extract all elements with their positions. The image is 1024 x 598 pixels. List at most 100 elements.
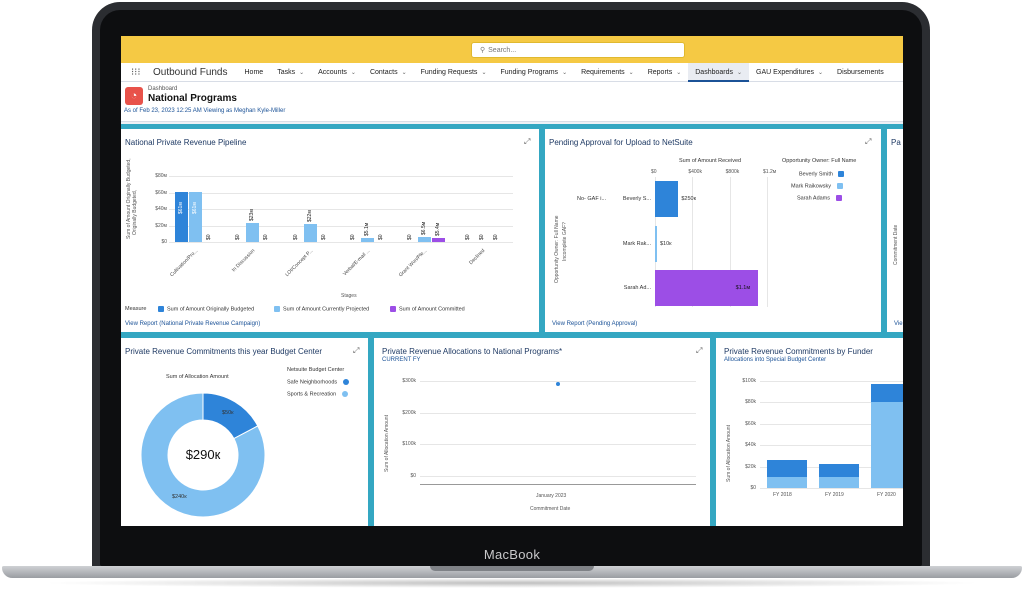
bar [871, 402, 903, 488]
y-tick-label: $80м [155, 173, 167, 179]
y-tick-label: $100k [402, 441, 416, 448]
y-axis-label-line2: Originally Budgeted, [132, 189, 138, 235]
legend-swatch [274, 306, 280, 312]
legend-swatch [838, 171, 845, 177]
pipeline-panel: National Private Revenue Pipeline ⤢ Sum … [121, 129, 539, 332]
data-point[interactable] [556, 382, 560, 387]
chevron-down-icon[interactable]: ⌄ [562, 69, 568, 76]
bar [819, 464, 859, 478]
legend-swatch [341, 391, 348, 397]
data-label: $0 [350, 234, 356, 240]
x-axis-label: Commitment Date [530, 506, 571, 512]
y-tick-label: $60k [745, 420, 756, 427]
nav-item-label: GAU Expenditures [756, 68, 815, 76]
expand-icon[interactable]: ⤢ [524, 137, 531, 146]
gridline [169, 176, 513, 177]
gridline [169, 225, 513, 227]
gridline [420, 444, 696, 446]
gridline [692, 177, 694, 307]
x-axis-line [420, 484, 696, 485]
nav-item-dashboards[interactable]: Dashboards ⌄ [688, 62, 750, 82]
bar [246, 223, 260, 242]
chart-title: Sum of Allocation Amount [166, 374, 229, 380]
nav-item-reports[interactable]: Reports ⌄ [641, 63, 689, 82]
x-tick-label: FY 2019 [825, 492, 844, 498]
nav-item-home[interactable]: Home [238, 63, 271, 82]
y-tick-label: $40k [745, 442, 756, 449]
gridline [420, 476, 696, 477]
data-label: $6.5м [421, 221, 428, 235]
data-label: $5.1м [364, 222, 370, 236]
nav-item-funding-requests[interactable]: Funding Requests ⌄ [414, 63, 494, 82]
legend-item-sarah: Sarah Adams [797, 195, 869, 201]
gridline [760, 381, 903, 382]
nav-item-accounts[interactable]: Accounts ⌄ [311, 63, 363, 82]
chevron-down-icon[interactable]: ⌄ [401, 69, 407, 76]
expand-icon[interactable]: ⤢ [696, 346, 703, 355]
x-tick-label: Declined [467, 248, 486, 267]
legend-label: Sarah Adams [797, 195, 831, 202]
nav-item-requirements[interactable]: Requirements ⌄ [574, 63, 641, 82]
panel-title: Private Revenue Commitments this year Bu… [125, 347, 322, 356]
donut-slice[interactable] [140, 392, 266, 518]
y-tick-label: $0 [410, 473, 416, 479]
chevron-down-icon[interactable]: ⌄ [481, 69, 487, 76]
y-tick-label: $20k [745, 463, 756, 470]
data-label: $0 [378, 234, 384, 240]
data-label: $0 [206, 234, 212, 240]
app-launcher-icon[interactable]: ⁝⁝⁝ [131, 66, 141, 78]
legend-label: Sports & Recreation [287, 391, 337, 398]
panel-title: Private Revenue Allocations to National … [382, 347, 563, 356]
x-axis-label: Stages [341, 293, 357, 299]
chevron-down-icon[interactable]: ⌄ [737, 69, 743, 76]
bar [819, 477, 859, 488]
data-label: $0 [464, 234, 471, 240]
expand-icon[interactable]: ⤢ [353, 346, 360, 355]
panel-title: National Private Revenue Pipeline [125, 138, 247, 147]
y-tick-label: $80k [745, 399, 756, 406]
chevron-down-icon[interactable]: ⌄ [676, 69, 682, 76]
legend-label: Sum of Amount Committed [399, 306, 465, 313]
row-label: Mark Rak... [622, 241, 651, 247]
chevron-down-icon[interactable]: ⌄ [350, 69, 356, 76]
y-tick-label: $0 [750, 485, 756, 491]
nav-item-contacts[interactable]: Contacts ⌄ [363, 63, 414, 82]
view-report-link[interactable]: Vie [894, 321, 903, 327]
y-axis-label: Sum of Allocation Amount [726, 425, 732, 482]
search-icon: ⚲ [480, 47, 486, 54]
bar [655, 270, 758, 306]
data-label: $0 [292, 234, 299, 240]
view-report-link[interactable]: View Report (Pending Approval) [552, 321, 638, 327]
legend-label: Beverly Smith [799, 171, 833, 178]
x-tick-label: January 2023 [536, 493, 567, 499]
y-axis-label-2: Incomplete GAF? [562, 222, 568, 261]
search-input[interactable]: ⚲ Search... [471, 42, 685, 58]
dashboard-grid: National Private Revenue Pipeline ⤢ Sum … [121, 124, 903, 526]
budget-center-panel: Private Revenue Commitments this year Bu… [121, 338, 368, 526]
legend-swatch [835, 195, 842, 201]
data-label: $0 [492, 234, 499, 240]
donut-center-value: $290к [185, 447, 221, 462]
chevron-down-icon[interactable]: ⌄ [818, 69, 824, 76]
nav-item-disbursements[interactable]: Disbursements [830, 63, 891, 82]
y-tick-label: $300k [402, 378, 416, 384]
y-tick-label: $40м [155, 206, 167, 212]
data-label: $61м [178, 201, 184, 214]
dashboard-header: ◔ Dashboard National Programs As of Feb … [121, 82, 903, 122]
view-report-link[interactable]: View Report (National Private Revenue Ca… [125, 321, 261, 327]
nav-item-funding-programs[interactable]: Funding Programs ⌄ [493, 63, 574, 82]
nav-item-gau-expenditures[interactable]: GAU Expenditures ⌄ [749, 63, 830, 82]
legend-swatch [836, 183, 843, 189]
nav-item-label: Disbursements [837, 68, 884, 76]
nav-item-label: Tasks [277, 68, 296, 76]
gridline [420, 381, 696, 382]
gridline [760, 445, 903, 447]
y-tick-label: $20м [155, 222, 167, 229]
expand-icon[interactable]: ⤢ [865, 137, 872, 146]
data-label: $1.1м [735, 285, 751, 291]
x-tick-label: $1.2м [763, 169, 777, 175]
data-label: $50к [222, 410, 234, 417]
nav-item-tasks[interactable]: Tasks ⌄ [270, 63, 311, 82]
chevron-down-icon[interactable]: ⌄ [628, 69, 634, 76]
chevron-down-icon[interactable]: ⌄ [299, 69, 305, 76]
